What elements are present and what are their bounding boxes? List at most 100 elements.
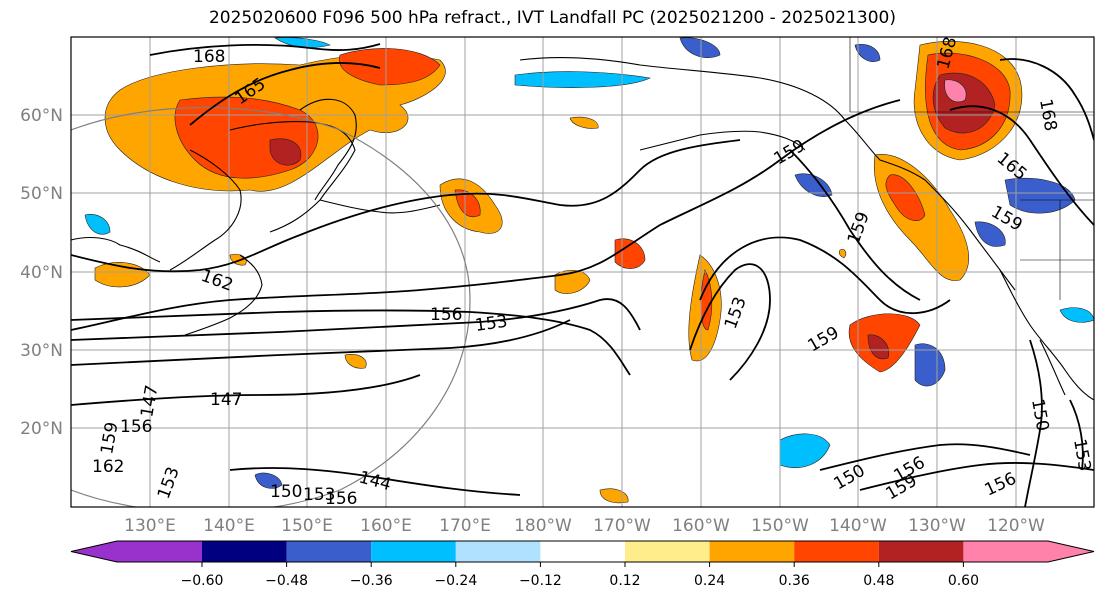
- contour-168: [149, 43, 381, 56]
- boundaries: [849, 37, 1094, 300]
- colorbar: −0.60 −0.48 −0.36 −0.24 −0.12 0.12 0.24 …: [70, 540, 1095, 589]
- colorbar-tick-label-0: −0.60: [181, 573, 224, 589]
- colorbar-segment-4: [455, 541, 541, 562]
- shade-negative-7: [779, 433, 831, 468]
- coast-japan: [184, 254, 263, 336]
- lon-label-180w: 180°W: [514, 516, 572, 536]
- shade-negative-5: [794, 173, 833, 197]
- colorbar-segment-8: [794, 541, 879, 562]
- lon-label-150w: 150°W: [751, 516, 809, 536]
- coast-alaska: [519, 56, 1016, 291]
- contour-162: [71, 139, 741, 273]
- shading-layer: [84, 37, 1094, 504]
- range-circle: [71, 106, 471, 507]
- lon-label-130w: 130°W: [908, 516, 966, 536]
- shade-negative-8: [84, 214, 111, 235]
- shade-negative-10: [274, 37, 331, 48]
- lon-label-140e: 140°E: [203, 516, 255, 536]
- colorbar-segment-1: [202, 541, 287, 562]
- colorbar-segment-2: [286, 541, 372, 562]
- colorbar-tick-label-1: −0.48: [265, 573, 308, 589]
- coast-aleutians: [639, 130, 806, 151]
- contour-label-8: 147: [210, 390, 242, 410]
- contour-label-11: 162: [92, 457, 124, 477]
- shade-negative-1: [679, 37, 721, 58]
- colorbar-tick-label-8: 0.48: [863, 573, 894, 589]
- longitude-labels: 130°E 140°E 150°E 160°E 170°E 180°W 170°…: [124, 516, 1045, 536]
- colorbar-segment-6: [625, 541, 710, 562]
- contour-label-4: 156: [430, 305, 462, 325]
- colorbar-segment-10: [963, 541, 1094, 562]
- latitude-labels: 60°N 50°N 40°N 30°N 20°N: [20, 106, 63, 439]
- colorbar-tick-label-4: −0.12: [519, 573, 562, 589]
- shade-positive-small4: [569, 116, 599, 129]
- shade-strong-sub: [867, 334, 890, 360]
- contour-label-10: 156: [120, 417, 152, 437]
- contour-label-13: 150: [270, 482, 302, 502]
- lon-label-120w: 120°W: [987, 516, 1045, 536]
- shade-positive-small3: [344, 354, 367, 369]
- lat-label-20n: 20°N: [20, 419, 63, 439]
- contour-153: [71, 298, 641, 341]
- contour-165: [189, 62, 381, 126]
- colorbar-segment-7: [709, 541, 795, 562]
- contour-159b: [699, 236, 951, 315]
- contour-150: [71, 319, 571, 366]
- lon-label-160e: 160°E: [360, 516, 412, 536]
- contour-label-5: 153: [474, 312, 509, 336]
- contour-156b: [859, 462, 1094, 491]
- contour-165b: [949, 105, 1094, 226]
- shade-negative-2: [514, 71, 651, 88]
- colorbar-tick-label-2: −0.36: [350, 573, 393, 589]
- gridlines: [71, 37, 1094, 507]
- shade-pink-ne: [944, 79, 967, 103]
- coast-baja: [1039, 339, 1066, 396]
- shade-negative-12: [1059, 307, 1094, 323]
- shade-positive-cent3: [554, 270, 591, 294]
- shade-negative-9: [854, 44, 881, 62]
- colorbar-tick-label-9: 0.60: [948, 573, 979, 589]
- shade-negative-4: [974, 221, 1006, 247]
- contours: [71, 43, 1094, 507]
- contour-153c: [1069, 399, 1084, 471]
- lon-label-150e: 150°E: [281, 516, 333, 536]
- colorbar-segment-3: [371, 541, 456, 562]
- lat-label-60n: 60°N: [20, 106, 63, 126]
- lon-label-170e: 170°E: [439, 516, 491, 536]
- contour-159c: [789, 149, 921, 301]
- contour-150b: [819, 443, 1031, 471]
- coast-kamchatka: [299, 98, 357, 201]
- contour-156: [71, 309, 631, 376]
- shade-positive-small2: [838, 249, 847, 259]
- shade-positive-small1: [599, 488, 629, 504]
- coast-asia: [71, 121, 356, 271]
- contour-168b: [999, 58, 1094, 141]
- contour-label-1: 168: [193, 47, 225, 67]
- lat-label-50n: 50°N: [20, 184, 63, 204]
- contour-150c: [1024, 339, 1043, 507]
- shade-positive-east-core: [885, 174, 926, 222]
- coast-kuril: [319, 199, 441, 214]
- lat-label-40n: 40°N: [20, 263, 63, 283]
- lon-label-140w: 140°W: [829, 516, 887, 536]
- colorbar-tick-label-6: 0.24: [694, 573, 725, 589]
- lat-label-30n: 30°N: [20, 341, 63, 361]
- lon-label-170w: 170°W: [593, 516, 651, 536]
- lon-label-130e: 130°E: [124, 516, 176, 536]
- contour-label-14: 153: [303, 485, 335, 505]
- colorbar-outline: [70, 540, 1095, 563]
- contour-label-15: 156: [325, 489, 357, 509]
- colorbar-segment-9: [878, 541, 964, 562]
- colorbar-segment-5: [540, 541, 625, 562]
- contour-144: [229, 467, 521, 496]
- contour-153b: [689, 263, 771, 381]
- shade-negative-11: [254, 472, 283, 489]
- shade-positive-west2: [338, 48, 441, 86]
- map-frame: [70, 36, 1095, 508]
- colorbar-tick-label-3: −0.24: [434, 573, 477, 589]
- map-title: 2025020600 F096 500 hPa refract., IVT La…: [208, 8, 896, 28]
- shade-strong-west: [269, 138, 302, 166]
- coastlines: [71, 56, 1094, 401]
- colorbar-tick-label-7: 0.36: [779, 573, 810, 589]
